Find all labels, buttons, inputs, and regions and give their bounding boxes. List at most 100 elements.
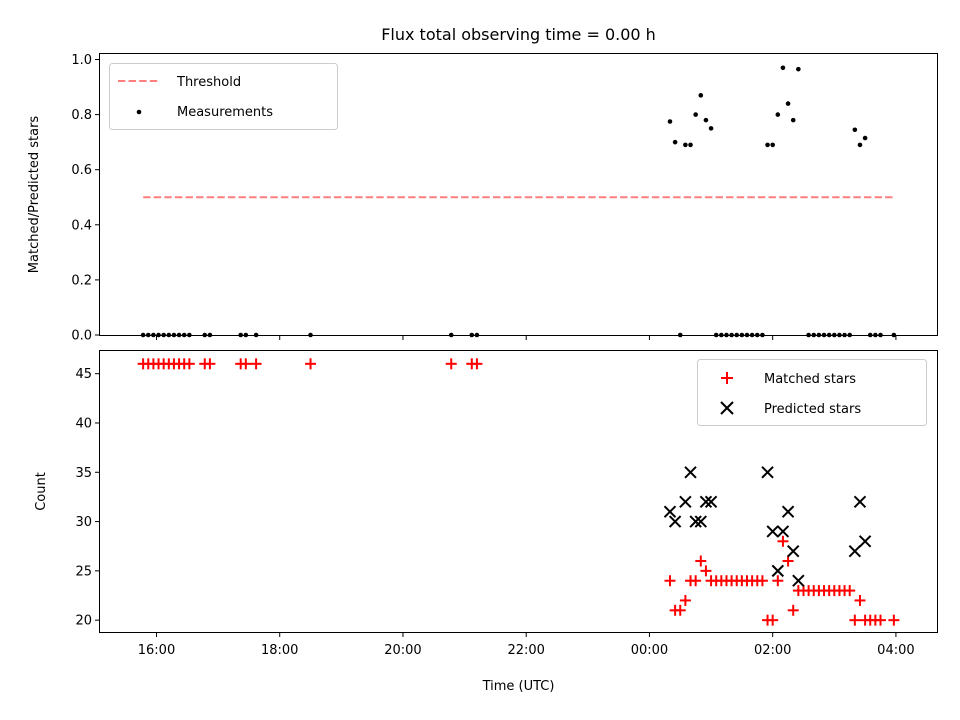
matched-star-point <box>849 614 861 626</box>
predicted-star-point <box>787 544 800 558</box>
legend-threshold-label: Threshold <box>176 75 241 90</box>
legend-measurements-label: Measurements <box>177 105 273 120</box>
top-y-tick-label: 0.6 <box>71 163 92 178</box>
measurement-point <box>760 332 765 338</box>
measurement-point <box>847 332 853 338</box>
predicted-star-point <box>853 495 867 509</box>
star-count-panel: 20 25 30 35 40 45 16:00 18:00 20:00 22:00 00:00 02:… <box>34 350 938 694</box>
top-y-tick-label: 0.4 <box>71 218 92 233</box>
matched-star-point <box>445 358 457 370</box>
matched-star-point <box>875 614 887 626</box>
measurement-point <box>698 93 704 98</box>
predicted-star-point <box>679 495 692 509</box>
measurement-point <box>739 332 745 338</box>
measurement-point <box>749 332 755 338</box>
top-axes-frame <box>99 53 938 336</box>
bottom-y-tick-label: 45 <box>75 367 92 382</box>
measurement-point <box>842 332 847 338</box>
matched-star-point <box>695 555 707 567</box>
bottom-y-tick-label: 25 <box>75 564 92 579</box>
measurement-point <box>878 332 883 338</box>
measurement-point <box>677 332 683 338</box>
matched-star-point <box>204 358 216 370</box>
measurement-point <box>688 142 693 148</box>
measurement-point <box>667 119 673 124</box>
flux-ratio-panel: Flux total observing time = 0.00 h 0.0 0.… <box>27 25 938 344</box>
measurement-point <box>683 142 688 148</box>
x-tick-label: 20:00 <box>384 643 421 658</box>
measurement-point <box>253 332 259 338</box>
matched-star-point <box>240 358 252 370</box>
x-tick-label: 00:00 <box>631 643 668 658</box>
matched-star-point <box>756 575 768 587</box>
matched-star-point <box>700 565 712 577</box>
top-y-tick-label: 0.0 <box>71 329 92 344</box>
chart-title: Flux total observing time = 0.00 h <box>381 25 656 44</box>
measurement-point <box>713 332 719 338</box>
matched-star-point <box>679 594 691 606</box>
matched-star-point <box>777 535 789 547</box>
matched-star-point <box>787 604 799 616</box>
bottom-tick-marks: 20 25 30 35 40 45 16:00 18:00 20:00 22:00 00:00 02:… <box>75 367 914 658</box>
matched-star-point <box>844 585 856 597</box>
x-tick-label: 04:00 <box>877 643 914 658</box>
matched-star-point <box>854 594 866 606</box>
matched-star-point <box>471 358 483 370</box>
measurement-point <box>672 139 678 145</box>
top-y-tick-label: 1.0 <box>71 53 92 68</box>
measurement-point <box>724 332 729 338</box>
legend-measurements-swatch <box>136 109 142 115</box>
measurement-point <box>238 332 243 338</box>
bottom-y-tick-label: 35 <box>75 466 92 481</box>
predicted-star-point <box>858 535 872 548</box>
measurement-point <box>729 332 734 338</box>
top-legend-box <box>109 63 338 130</box>
bottom-y-tick-label: 40 <box>75 416 92 431</box>
x-axis-label: Time (UTC) <box>482 679 555 694</box>
matched-star-point <box>674 604 686 616</box>
measurement-point <box>837 332 842 338</box>
legend-predicted-swatch <box>720 401 734 415</box>
measurement-point <box>770 142 775 148</box>
top-y-tick-label: 0.2 <box>71 273 92 288</box>
legend-matched-swatch <box>721 372 733 384</box>
legend-matched-label: Matched stars <box>764 372 856 387</box>
predicted-star-point <box>766 525 779 538</box>
predicted-star-point <box>668 515 682 528</box>
predicted-star-point <box>699 495 713 509</box>
x-tick-label: 02:00 <box>754 643 791 658</box>
measurement-point <box>308 332 313 338</box>
measurement-point <box>806 332 811 338</box>
matched-star-point <box>782 555 794 567</box>
bottom-y-axis-label: Count <box>34 472 49 511</box>
measurement-point <box>816 332 822 338</box>
measurement-point <box>140 332 146 338</box>
measurement-point <box>826 332 832 338</box>
measurement-point <box>790 117 796 123</box>
bottom-y-tick-label: 30 <box>75 515 92 530</box>
measurement-point <box>857 142 863 148</box>
measurement-point <box>708 126 714 131</box>
measurement-point <box>873 332 878 338</box>
bottom-y-tick-label: 20 <box>75 614 92 629</box>
measurement-point <box>780 65 786 71</box>
x-tick-label: 16:00 <box>138 643 175 658</box>
measurement-point <box>474 332 480 338</box>
matched-star-point <box>888 614 900 626</box>
matched-star-point <box>664 575 676 587</box>
matched-stars-layer <box>137 358 900 626</box>
measurement-point <box>187 332 192 338</box>
predicted-star-point <box>689 515 702 528</box>
predicted-star-point <box>704 495 718 509</box>
top-y-axis-label: Matched/Predicted stars <box>27 116 42 274</box>
measurements-layer <box>140 65 897 338</box>
measurement-point <box>862 135 868 141</box>
legend-predicted-label: Predicted stars <box>764 402 861 417</box>
top-legend: Threshold Measurements <box>109 63 338 130</box>
measurement-point <box>891 332 897 338</box>
measurement-point <box>693 112 698 117</box>
predicted-star-point <box>684 466 697 479</box>
top-y-tick-label: 0.8 <box>71 108 92 123</box>
measurement-point <box>754 332 760 338</box>
